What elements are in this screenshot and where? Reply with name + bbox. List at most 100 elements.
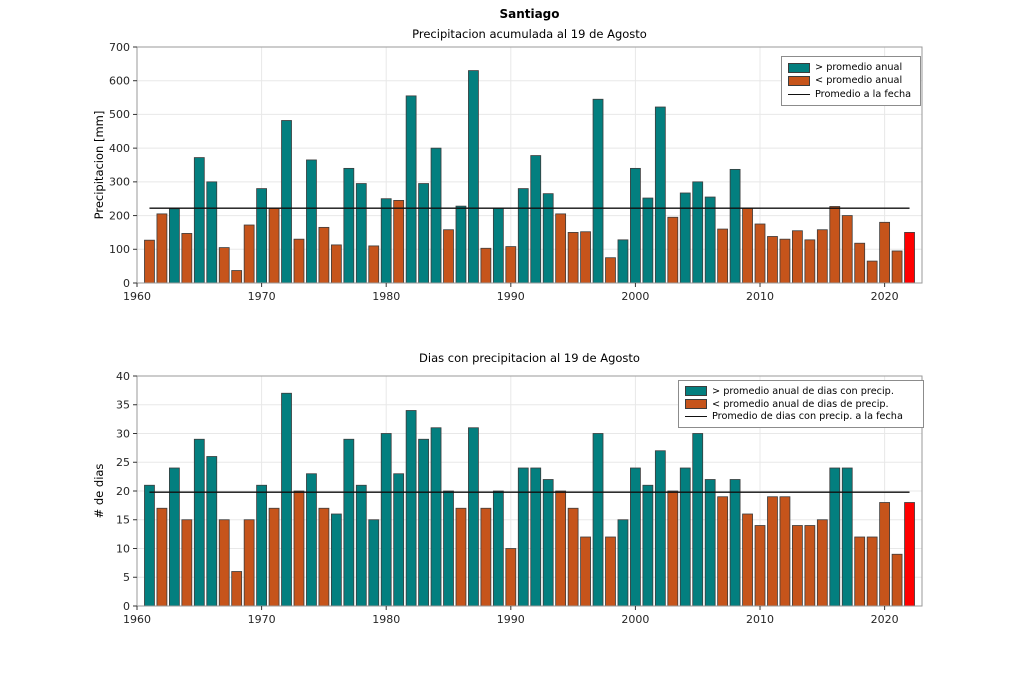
x-tick-label: 1990 — [497, 613, 525, 626]
bar-1969 — [243, 519, 255, 607]
bar-1978 — [355, 183, 367, 284]
legend-label: < promedio anual de dias de precip. — [712, 398, 889, 410]
rain-days-chart: 0 5 10 15 20 25 30 35 40 1960 1970 1980 1990 2000 2010… — [116, 370, 923, 626]
y-tick-label: 500 — [109, 108, 130, 121]
bar-1975 — [318, 507, 330, 607]
y-tick-label: 400 — [109, 142, 130, 155]
bar-1968 — [231, 571, 243, 607]
bar-1993 — [542, 479, 554, 607]
bar-1994 — [555, 490, 567, 607]
bar-1998 — [605, 257, 616, 284]
bar-1976 — [330, 244, 342, 284]
bar-1988 — [480, 507, 492, 607]
bar-1972 — [281, 120, 292, 284]
bar-1961 — [144, 239, 155, 284]
bar-1976 — [330, 513, 342, 607]
y-tick-label: 35 — [116, 399, 130, 412]
bar-2011 — [767, 236, 778, 284]
bar-2021 — [891, 553, 903, 607]
bar-2015 — [816, 229, 828, 284]
bar-1979 — [368, 245, 380, 284]
bar-1990 — [505, 246, 517, 284]
bar-1964 — [181, 233, 193, 284]
bar-1969 — [243, 224, 255, 284]
legend-label: Promedio a la fecha — [815, 88, 912, 100]
bar-2007 — [717, 496, 729, 607]
bar-2022 — [904, 502, 915, 607]
bar-2010 — [754, 525, 766, 607]
bar-2003 — [667, 216, 679, 284]
bar-2012 — [779, 496, 791, 607]
bottom-chart-ylabel: # de dias — [92, 463, 106, 519]
bar-1977 — [343, 438, 355, 607]
bar-1987 — [468, 427, 479, 607]
top-chart-legend: > promedio anual < promedio anual Promed… — [781, 56, 921, 106]
bar-1962 — [156, 507, 168, 607]
bar-2006 — [704, 196, 716, 284]
bar-2021 — [891, 250, 903, 284]
y-tick-label: 700 — [109, 41, 130, 54]
bar-2011 — [767, 496, 778, 607]
bar-1963 — [168, 208, 180, 284]
legend-label: < promedio anual — [815, 75, 903, 87]
bar-2003 — [667, 490, 679, 607]
bar-1998 — [605, 536, 616, 607]
y-tick-label: 0 — [123, 277, 130, 290]
legend-label: > promedio anual de dias con precip. — [712, 385, 894, 397]
bar-1977 — [343, 167, 355, 284]
bar-1974 — [306, 473, 317, 607]
bar-2017 — [841, 215, 853, 284]
bar-1980 — [380, 433, 392, 607]
bar-1990 — [505, 548, 517, 607]
y-tick-label: 15 — [116, 514, 130, 527]
bar-2016 — [829, 206, 841, 284]
bar-2001 — [642, 484, 654, 607]
bar-1991 — [517, 467, 529, 607]
bar-1973 — [293, 238, 305, 284]
bar-1971 — [268, 507, 280, 607]
bar-1975 — [318, 226, 330, 284]
bar-1988 — [480, 247, 492, 284]
bar-1962 — [156, 213, 168, 284]
x-tick-label: 2000 — [621, 613, 649, 626]
bar-1989 — [492, 207, 504, 284]
bar-1985 — [443, 490, 454, 607]
bar-1979 — [368, 519, 380, 607]
bar-2010 — [754, 223, 766, 284]
bar-2007 — [717, 228, 729, 284]
bar-1984 — [430, 147, 442, 284]
x-tick-label: 1980 — [372, 290, 400, 303]
bar-1964 — [181, 519, 193, 607]
bar-1985 — [443, 229, 454, 284]
y-tick-label: 5 — [123, 571, 130, 584]
bar-1984 — [430, 427, 442, 607]
bar-1992 — [530, 467, 542, 607]
bar-1968 — [231, 270, 243, 284]
x-tick-label: 2010 — [746, 290, 774, 303]
bar-2020 — [879, 221, 891, 284]
bar-1967 — [218, 247, 230, 284]
bar-1981 — [393, 199, 405, 284]
bar-1978 — [355, 484, 367, 607]
bar-1996 — [580, 231, 591, 284]
y-tick-label: 600 — [109, 75, 130, 88]
bar-2002 — [654, 106, 666, 284]
x-tick-label: 1960 — [123, 290, 151, 303]
bar-1991 — [517, 188, 529, 284]
bar-1994 — [555, 213, 567, 284]
bar-1963 — [168, 467, 180, 607]
bar-1983 — [418, 438, 429, 607]
legend-label: > promedio anual — [815, 62, 903, 74]
average-line-swatch-icon — [685, 416, 707, 418]
legend-item-above: > promedio anual — [788, 61, 914, 74]
bar-2013 — [792, 230, 803, 284]
bar-1981 — [393, 473, 405, 607]
bar-1970 — [256, 484, 267, 607]
bar-1992 — [530, 155, 542, 284]
legend-item-below: < promedio anual de dias de precip. — [685, 398, 917, 411]
bar-2005 — [692, 433, 704, 607]
y-tick-label: 40 — [116, 370, 130, 383]
y-tick-label: 300 — [109, 176, 130, 189]
